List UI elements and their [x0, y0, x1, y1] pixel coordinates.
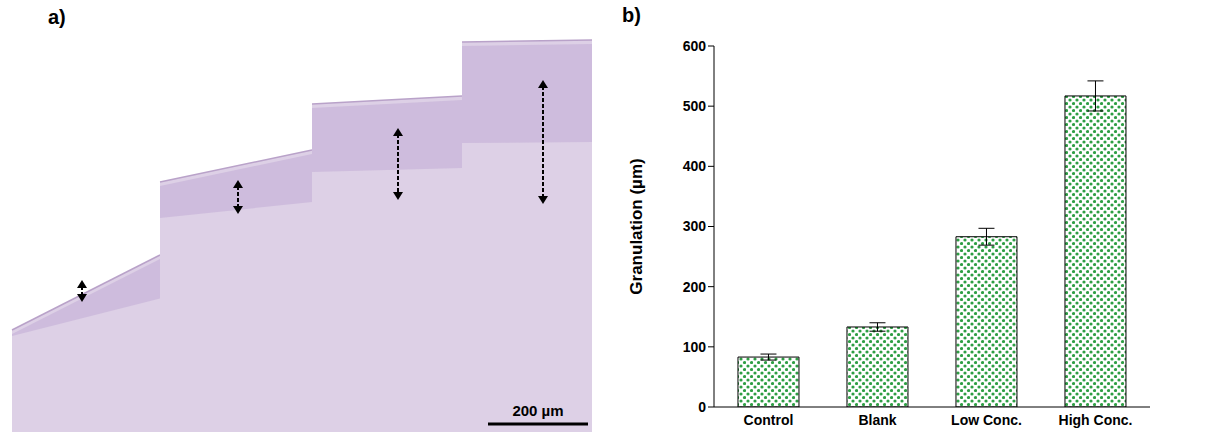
svg-text:Control: Control [744, 412, 794, 428]
svg-text:500: 500 [683, 98, 707, 114]
svg-text:100: 100 [683, 339, 707, 355]
svg-text:200 µm: 200 µm [512, 402, 563, 419]
html-text:b): b) [622, 4, 641, 26]
svg-text:Low Conc.: Low Conc. [951, 412, 1022, 428]
svg-text:0: 0 [698, 399, 706, 415]
svg-text:Blank: Blank [858, 412, 896, 428]
svg-text:600: 600 [683, 38, 707, 54]
svg-text:200: 200 [683, 279, 707, 295]
svg-text:300: 300 [683, 218, 707, 234]
svg-text:High Conc.: High Conc. [1059, 412, 1133, 428]
svg-text:400: 400 [683, 158, 707, 174]
svg-text:a): a) [48, 6, 66, 28]
svg-text:Granulation (µm): Granulation (µm) [627, 158, 646, 294]
